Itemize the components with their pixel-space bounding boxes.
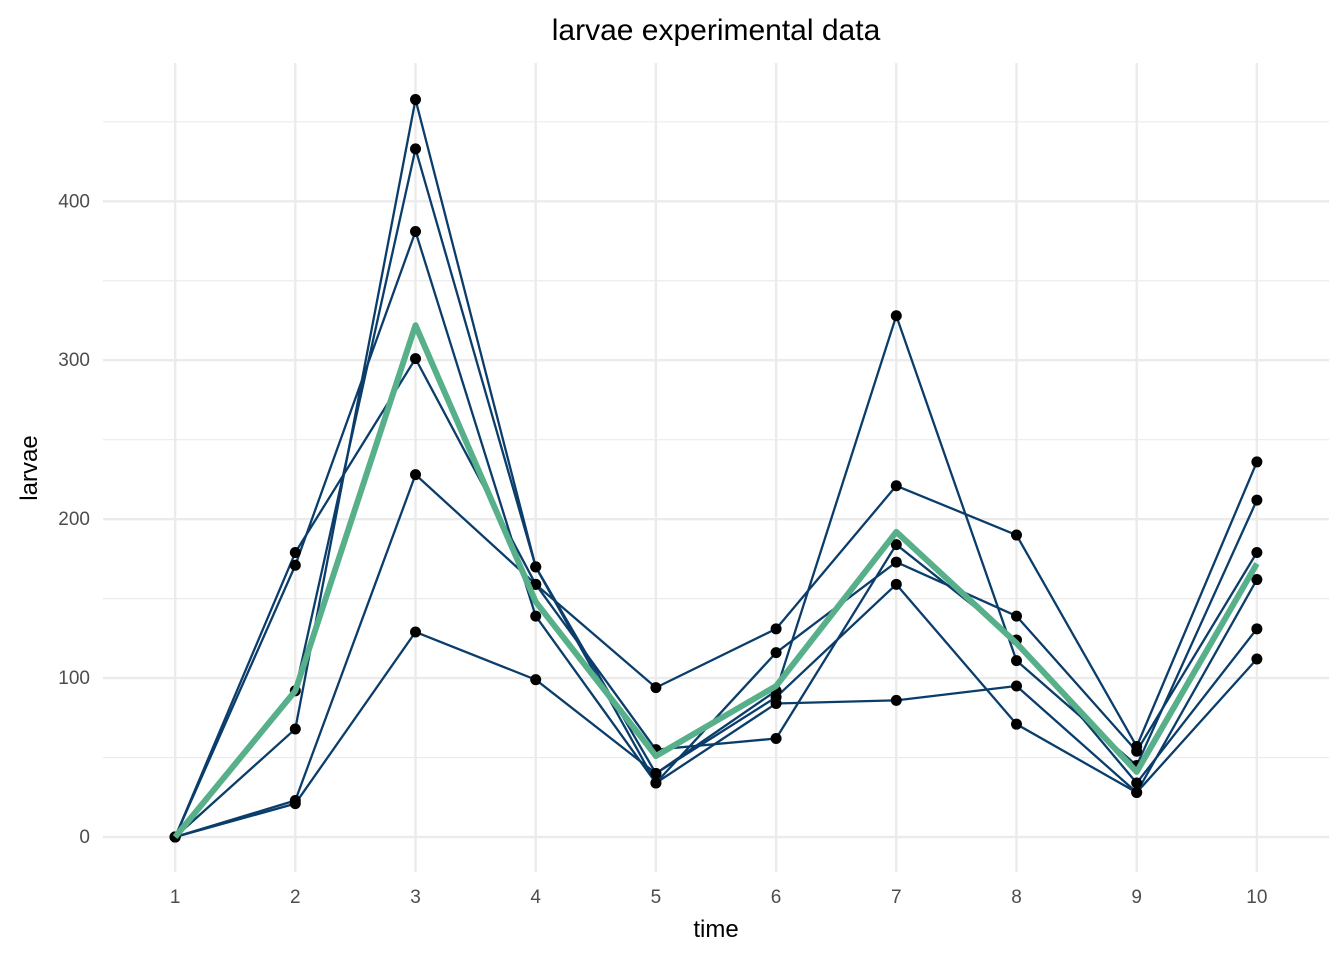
data-point-rep4 bbox=[650, 777, 662, 789]
data-point-rep2 bbox=[530, 610, 542, 622]
data-point-rep6 bbox=[530, 674, 542, 686]
data-point-rep5 bbox=[890, 539, 902, 551]
y-tick-label: 400 bbox=[58, 191, 90, 212]
data-point-rep6 bbox=[770, 691, 782, 703]
series-line-rep5 bbox=[174, 473, 1258, 839]
x-tick-label: 9 bbox=[1131, 887, 1142, 908]
data-point-rep1 bbox=[289, 547, 301, 559]
x-tick-label: 2 bbox=[290, 887, 301, 908]
data-point-rep6 bbox=[890, 578, 902, 590]
data-point-rep5 bbox=[1251, 623, 1263, 635]
data-point-rep1 bbox=[1251, 456, 1263, 468]
data-point-rep3 bbox=[1010, 655, 1022, 667]
grid bbox=[103, 63, 1329, 872]
data-point-rep4 bbox=[289, 723, 301, 735]
data-point-rep3 bbox=[890, 310, 902, 322]
mean-line bbox=[172, 322, 1260, 839]
data-point-rep3 bbox=[410, 143, 422, 155]
data-point-rep6 bbox=[1251, 574, 1263, 586]
data-point-rep2 bbox=[1010, 680, 1022, 692]
data-point-rep6 bbox=[1010, 718, 1022, 730]
x-tick-label: 6 bbox=[771, 887, 782, 908]
x-tick-label: 5 bbox=[651, 887, 662, 908]
data-point-rep6 bbox=[289, 798, 301, 810]
x-tick-label: 4 bbox=[530, 887, 541, 908]
data-point-rep2 bbox=[410, 225, 422, 237]
data-point-rep2 bbox=[289, 559, 301, 571]
data-point-rep6 bbox=[410, 626, 422, 638]
x-tick-label: 8 bbox=[1011, 887, 1022, 908]
data-point-rep4 bbox=[530, 561, 542, 573]
data-point-rep1 bbox=[770, 623, 782, 635]
data-point-rep1 bbox=[410, 353, 422, 365]
series-line-rep6 bbox=[174, 578, 1258, 839]
x-axis-label: time bbox=[693, 916, 738, 943]
data-point-rep1 bbox=[650, 682, 662, 694]
x-tick-label: 3 bbox=[410, 887, 421, 908]
series-line-rep1 bbox=[174, 357, 1258, 838]
data-point-rep5 bbox=[1131, 777, 1143, 789]
data-point-rep4 bbox=[1251, 547, 1263, 559]
data-point-rep4 bbox=[410, 94, 422, 106]
data-point-rep2 bbox=[890, 694, 902, 706]
y-tick-label: 0 bbox=[79, 827, 90, 848]
y-tick-label: 200 bbox=[58, 509, 90, 530]
data-point-rep4 bbox=[1131, 745, 1143, 757]
series-line-rep2 bbox=[174, 230, 1258, 838]
data-point-rep5 bbox=[770, 732, 782, 744]
x-tick-label: 1 bbox=[170, 887, 181, 908]
data-point-rep4 bbox=[890, 556, 902, 568]
mean-line-group bbox=[172, 322, 1260, 839]
data-point-rep4 bbox=[1010, 610, 1022, 622]
x-tick-label: 7 bbox=[891, 887, 902, 908]
data-point-rep5 bbox=[530, 578, 542, 590]
chart-title: larvae experimental data bbox=[552, 14, 881, 47]
data-point-rep6 bbox=[1131, 787, 1143, 799]
tick-labels: 0 100 200 300 400 1 2 3 4 5 6 7 8 9 10 bbox=[58, 191, 1267, 908]
data-point-rep3 bbox=[1251, 494, 1263, 506]
data-point-rep5 bbox=[410, 469, 422, 481]
data-point-rep1 bbox=[890, 480, 902, 492]
data-point-rep1 bbox=[1010, 529, 1022, 541]
data-point-rep6 bbox=[650, 767, 662, 779]
data-point-rep2 bbox=[1251, 653, 1263, 665]
x-tick-label: 10 bbox=[1246, 887, 1267, 908]
y-tick-label: 100 bbox=[58, 668, 90, 689]
y-tick-label: 300 bbox=[58, 350, 90, 371]
y-axis-label: larvae bbox=[16, 435, 43, 500]
data-point-rep4 bbox=[770, 647, 782, 659]
